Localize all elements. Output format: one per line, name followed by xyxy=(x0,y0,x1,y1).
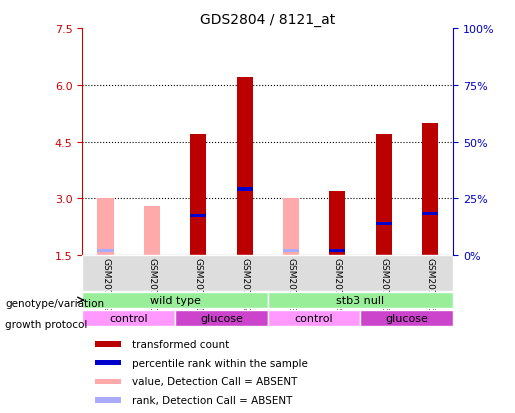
FancyBboxPatch shape xyxy=(268,292,453,309)
Title: GDS2804 / 8121_at: GDS2804 / 8121_at xyxy=(200,12,335,26)
Bar xyxy=(375,222,392,225)
Bar xyxy=(95,397,122,403)
Text: value, Detection Call = ABSENT: value, Detection Call = ABSENT xyxy=(132,376,298,387)
Text: GSM207575: GSM207575 xyxy=(379,257,388,312)
Bar xyxy=(422,123,438,256)
Text: GSM207573: GSM207573 xyxy=(286,257,296,312)
FancyBboxPatch shape xyxy=(82,292,268,309)
Bar xyxy=(329,249,346,252)
Bar xyxy=(329,192,346,256)
Text: GSM207571: GSM207571 xyxy=(194,257,203,312)
Text: growth protocol: growth protocol xyxy=(5,319,88,329)
Text: percentile rank within the sample: percentile rank within the sample xyxy=(132,358,308,368)
Text: rank, Detection Call = ABSENT: rank, Detection Call = ABSENT xyxy=(132,395,293,405)
Bar xyxy=(95,360,122,366)
Bar xyxy=(95,342,122,347)
Bar xyxy=(236,78,253,256)
FancyBboxPatch shape xyxy=(82,310,175,326)
Text: genotype/variation: genotype/variation xyxy=(5,299,104,309)
Text: GSM207574: GSM207574 xyxy=(333,257,342,312)
FancyBboxPatch shape xyxy=(82,256,453,291)
Bar xyxy=(236,188,253,191)
Bar xyxy=(97,199,114,256)
Bar xyxy=(422,213,438,216)
Text: GSM207570: GSM207570 xyxy=(147,257,157,312)
Text: GSM207576: GSM207576 xyxy=(425,257,435,312)
Bar xyxy=(144,206,160,256)
Text: wild type: wild type xyxy=(150,295,200,305)
Bar xyxy=(283,199,299,256)
FancyBboxPatch shape xyxy=(175,310,268,326)
Bar xyxy=(375,135,392,256)
Text: GSM207569: GSM207569 xyxy=(101,257,110,312)
Bar xyxy=(190,135,207,256)
Text: glucose: glucose xyxy=(385,313,428,323)
FancyBboxPatch shape xyxy=(360,310,453,326)
Text: transformed count: transformed count xyxy=(132,339,230,349)
FancyBboxPatch shape xyxy=(268,310,360,326)
Bar xyxy=(190,214,207,218)
Text: control: control xyxy=(295,313,334,323)
Bar xyxy=(95,379,122,384)
Bar xyxy=(283,249,299,253)
Text: glucose: glucose xyxy=(200,313,243,323)
Text: stb3 null: stb3 null xyxy=(336,295,385,305)
Text: GSM207572: GSM207572 xyxy=(240,257,249,312)
Bar xyxy=(97,249,114,253)
Text: control: control xyxy=(109,313,148,323)
